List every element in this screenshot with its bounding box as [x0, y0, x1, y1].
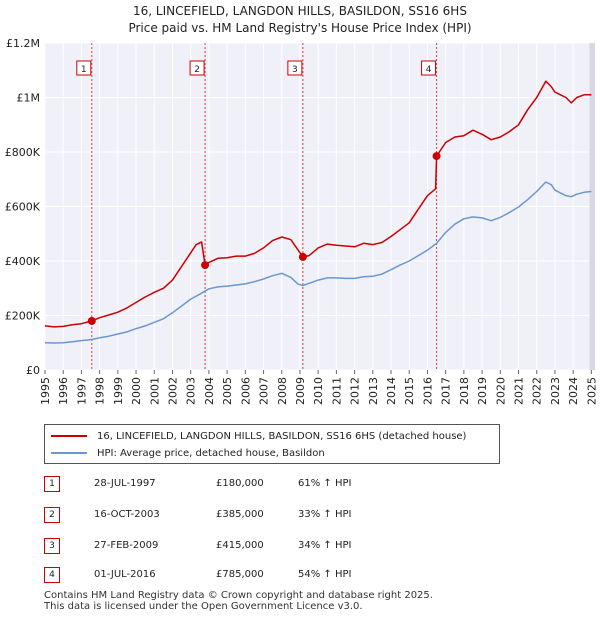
y-tick-label: £800K — [5, 146, 41, 159]
legend-row-property: 16, LINCEFIELD, LANGDON HILLS, BASILDON,… — [51, 428, 466, 444]
x-tick-label: 2023 — [549, 377, 562, 405]
sale-point — [432, 152, 441, 161]
x-tick-label: 2012 — [349, 377, 362, 405]
x-tick-label: 2007 — [258, 377, 271, 405]
x-tick-label: 1995 — [39, 377, 52, 405]
transaction-number: 1 — [44, 476, 60, 492]
y-tick-label: £1M — [17, 92, 41, 105]
x-tick-label: 2013 — [367, 377, 380, 405]
legend-swatch-property — [51, 435, 87, 437]
x-tick-label: 2014 — [385, 377, 398, 405]
transaction-hpi: 54% ↑ HPI — [298, 569, 352, 580]
x-tick-label: 2009 — [294, 377, 307, 405]
sale-marker-label: 2 — [194, 65, 200, 75]
title-line-1: 16, LINCEFIELD, LANGDON HILLS, BASILDON,… — [133, 4, 467, 18]
legend: 16, LINCEFIELD, LANGDON HILLS, BASILDON,… — [44, 424, 500, 464]
x-tick-label: 2000 — [130, 377, 143, 405]
transaction-price: £180,000 — [216, 478, 264, 489]
sale-marker-label: 3 — [292, 65, 298, 75]
x-tick-label: 2011 — [330, 377, 343, 405]
legend-swatch-hpi — [51, 452, 87, 454]
x-tick-label: 1999 — [112, 377, 125, 405]
legend-label-hpi: HPI: Average price, detached house, Basi… — [97, 447, 325, 459]
x-tick-label: 2003 — [185, 377, 198, 405]
footer: Contains HM Land Registry data © Crown c… — [44, 590, 433, 612]
x-tick-label: 2019 — [476, 377, 489, 405]
x-tick-label: 2024 — [567, 377, 580, 405]
x-tick-label: 2017 — [440, 377, 453, 405]
sale-marker-box — [421, 60, 437, 76]
transaction-date: 01-JUL-2016 — [94, 569, 156, 580]
x-tick-label: 2008 — [276, 377, 289, 405]
transaction-number: 2 — [44, 507, 60, 523]
x-tick-label: 2005 — [221, 377, 234, 405]
x-tick-label: 2002 — [166, 377, 179, 405]
transaction-row: 2 16-OCT-2003 £385,000 33% ↑ HPI — [44, 507, 564, 527]
hpi-line — [44, 181, 592, 344]
transaction-row: 1 28-JUL-1997 £180,000 61% ↑ HPI — [44, 476, 564, 496]
forecast-shade — [589, 43, 595, 370]
x-tick-label: 1998 — [94, 377, 107, 405]
legend-row-hpi: HPI: Average price, detached house, Basi… — [51, 445, 325, 461]
transaction-row: 3 27-FEB-2009 £415,000 34% ↑ HPI — [44, 538, 564, 558]
transaction-number: 3 — [44, 538, 60, 554]
x-tick-label: 2020 — [494, 377, 507, 405]
x-tick-label: 2006 — [239, 377, 252, 405]
price-chart: 1 2 3 4 £0 £200K £400K £600K £800K £1M £1.2M 1995… — [5, 37, 599, 405]
transaction-date: 28-JUL-1997 — [94, 478, 156, 489]
transaction-date: 27-FEB-2009 — [94, 540, 159, 551]
sale-point — [298, 252, 307, 261]
x-tick-label: 1997 — [75, 377, 88, 405]
chart-title: 16, LINCEFIELD, LANGDON HILLS, BASILDON,… — [0, 3, 600, 37]
sale-marker-box — [76, 60, 92, 76]
x-tick-label: 2022 — [531, 377, 544, 405]
y-tick-label: £0 — [26, 364, 40, 377]
property-price-line — [44, 80, 592, 328]
x-tick-label: 2004 — [203, 377, 216, 405]
x-tick-label: 1996 — [57, 377, 70, 405]
transaction-price: £415,000 — [216, 540, 264, 551]
sale-point — [87, 316, 96, 325]
transaction-date: 16-OCT-2003 — [94, 509, 160, 520]
legend-label-property: 16, LINCEFIELD, LANGDON HILLS, BASILDON,… — [97, 430, 467, 442]
transaction-hpi: 33% ↑ HPI — [298, 509, 352, 520]
x-tick-label: 2018 — [458, 377, 471, 405]
y-tick-label: £400K — [5, 255, 41, 268]
sale-marker-box — [189, 60, 205, 76]
footer-licence: This data is licensed under the Open Gov… — [44, 601, 363, 612]
sale-point — [201, 261, 210, 270]
transaction-number: 4 — [44, 567, 60, 583]
transaction-hpi: 61% ↑ HPI — [298, 478, 352, 489]
transaction-row: 4 01-JUL-2016 £785,000 54% ↑ HPI — [44, 567, 564, 587]
x-tick-label: 2001 — [148, 377, 161, 405]
x-tick-label: 2015 — [403, 377, 416, 405]
x-tick-label: 2025 — [585, 377, 598, 405]
x-tick-label: 2021 — [513, 377, 526, 405]
transaction-hpi: 34% ↑ HPI — [298, 540, 352, 551]
y-tick-label: £600K — [5, 201, 41, 214]
x-tick-label: 2016 — [421, 377, 434, 405]
footer-copyright: Contains HM Land Registry data © Crown c… — [44, 590, 433, 601]
transaction-price: £785,000 — [216, 569, 264, 580]
sale-marker-box — [287, 60, 303, 76]
transaction-price: £385,000 — [216, 509, 264, 520]
y-tick-label: £200K — [5, 310, 41, 323]
y-tick-label: £1.2M — [6, 37, 40, 50]
sale-marker-label: 1 — [81, 65, 87, 75]
title-line-2: Price paid vs. HM Land Registry's House … — [128, 21, 472, 35]
sale-marker-label: 4 — [426, 65, 432, 75]
x-tick-label: 2010 — [312, 377, 325, 405]
